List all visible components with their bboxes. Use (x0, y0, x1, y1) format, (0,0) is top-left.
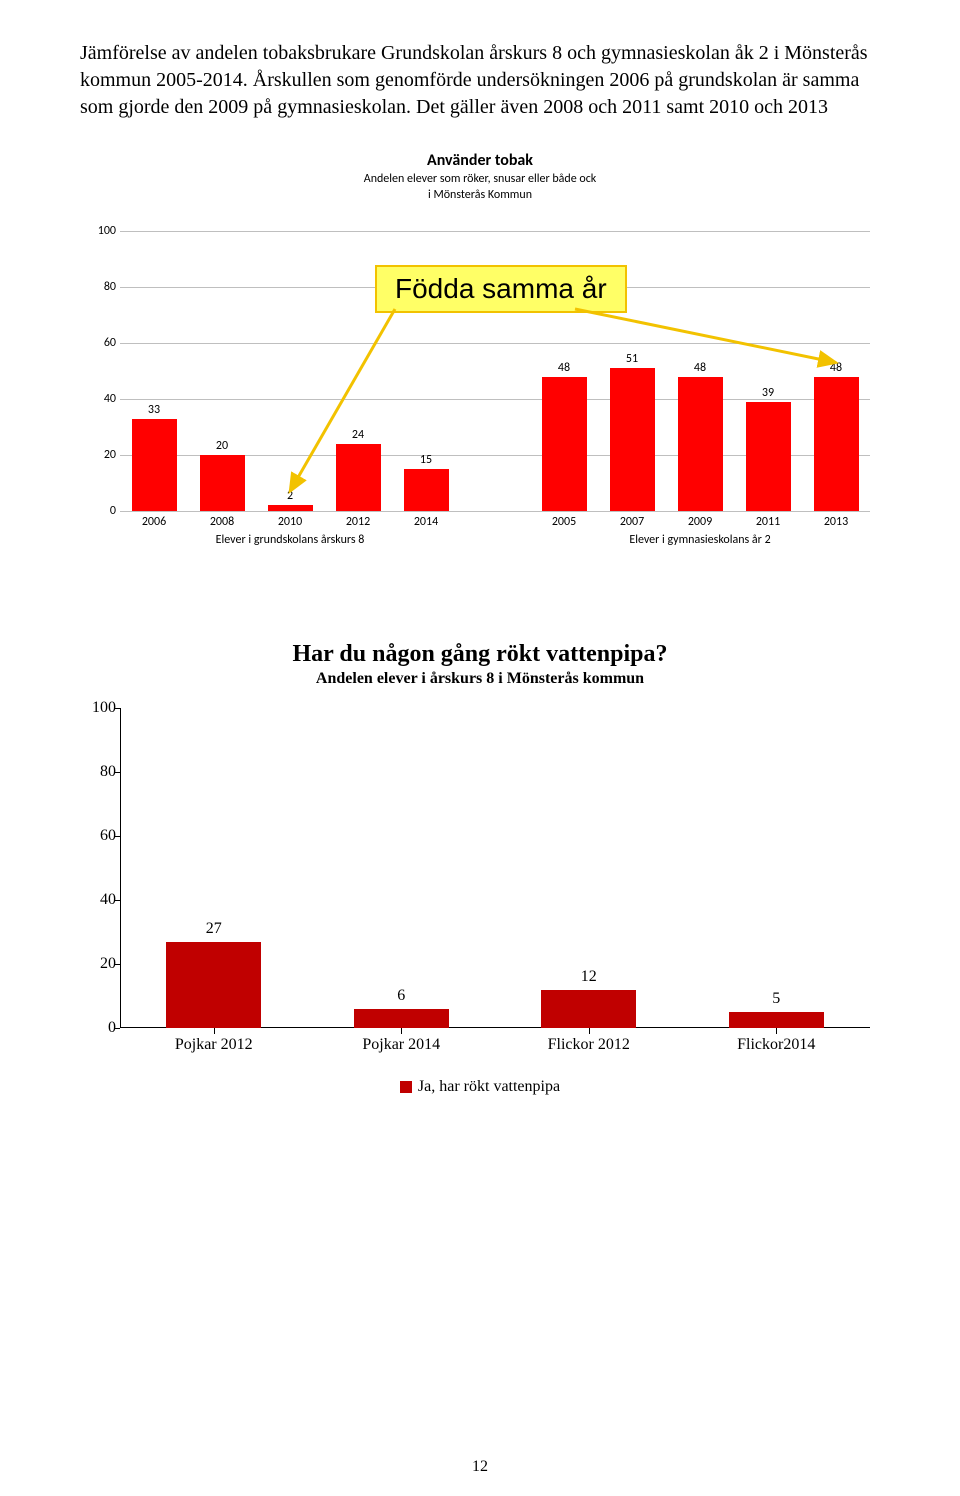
chart1-bar-value: 48 (558, 361, 570, 375)
chart1-bar-value: 24 (352, 428, 364, 442)
chart1-xlabel: 2014 (414, 515, 438, 529)
chart1-bar: 15 (404, 469, 449, 511)
chart1-subtitle-2: i Mönsterås Kommun (80, 188, 880, 202)
chart2-ylabel: 100 (90, 699, 116, 717)
chart1-ylabel: 100 (90, 224, 116, 238)
chart2-xlabel: Pojkar 2012 (175, 1036, 253, 1054)
chart1-ylabel: 0 (90, 504, 116, 518)
chart1-gridline (120, 511, 870, 512)
chart1-bar: 48 (542, 377, 587, 511)
chart1-subtitle-1: Andelen elever som röker, snusar eller b… (80, 172, 880, 186)
chart2-bar: 12 (541, 990, 636, 1028)
vattenpipa-chart: Har du någon gång rökt vattenpipa? Andel… (80, 641, 880, 1096)
chart1-group-label: Elever i grundskolans årskurs 8 (216, 533, 365, 547)
chart2-bar: 5 (729, 1012, 824, 1028)
chart1-ylabel: 80 (90, 280, 116, 294)
chart1-gridline (120, 231, 870, 232)
chart2-ytick (114, 1028, 120, 1029)
intro-paragraph: Jämförelse av andelen tobaksbrukare Grun… (80, 40, 880, 121)
chart2-ylabel: 20 (90, 955, 116, 973)
chart2-legend: Ja, har rökt vattenpipa (80, 1078, 880, 1096)
chart2-ylabel: 60 (90, 827, 116, 845)
chart1-bar: 20 (200, 455, 245, 511)
chart1-xlabel: 2008 (210, 515, 234, 529)
chart1-ylabel: 60 (90, 336, 116, 350)
chart1-gridline (120, 343, 870, 344)
chart1-bar: 48 (678, 377, 723, 511)
chart2-xtick (776, 1028, 777, 1034)
chart2-bar-value: 27 (206, 920, 222, 938)
chart1-bar-value: 20 (216, 439, 228, 453)
chart2-bar: 27 (166, 942, 261, 1028)
chart2-bar-value: 6 (397, 987, 405, 1005)
chart2-title: Har du någon gång rökt vattenpipa? (80, 641, 880, 668)
callout-fodda-samma-ar: Födda samma år (375, 265, 627, 313)
chart2-ylabel: 40 (90, 891, 116, 909)
chart1-bar: 33 (132, 419, 177, 511)
chart2-xlabel: Flickor2014 (737, 1036, 815, 1054)
chart2-bar-value: 12 (581, 968, 597, 986)
chart1-xlabel: 2010 (278, 515, 302, 529)
chart1-title: Använder tobak (80, 151, 880, 170)
chart1-bar: 39 (746, 402, 791, 511)
chart1-xlabel: 2012 (346, 515, 370, 529)
chart1-plot-area: 0204060801003320062020082201024201215201… (120, 231, 870, 511)
chart2-xlabel: Flickor 2012 (548, 1036, 630, 1054)
chart2-xtick (401, 1028, 402, 1034)
page-number: 12 (472, 1458, 488, 1476)
chart1-bar-value: 48 (694, 361, 706, 375)
chart2-bar: 6 (354, 1009, 449, 1028)
chart1-xlabel: 2007 (620, 515, 644, 529)
chart1-ylabel: 40 (90, 392, 116, 406)
chart1-xlabel: 2013 (824, 515, 848, 529)
chart2-bar-value: 5 (772, 990, 780, 1008)
chart1-group-label: Elever i gymnasieskolans år 2 (629, 533, 770, 547)
chart1-ylabel: 20 (90, 448, 116, 462)
chart1-bar-value: 15 (420, 453, 432, 467)
chart1-bar-value: 2 (287, 489, 293, 503)
chart2-plot-area: 02040608010027Pojkar 20126Pojkar 201412F… (120, 708, 870, 1028)
chart1-xlabel: 2011 (756, 515, 780, 529)
chart1-bar-value: 33 (148, 403, 160, 417)
chart2-ylabel: 0 (90, 1019, 116, 1037)
legend-swatch (400, 1081, 412, 1093)
chart1-bar-value: 51 (626, 352, 638, 366)
chart2-yaxis (120, 708, 121, 1028)
chart2-xtick (214, 1028, 215, 1034)
chart2-xtick (589, 1028, 590, 1034)
chart1-gridline (120, 399, 870, 400)
chart1-xlabel: 2005 (552, 515, 576, 529)
chart1-xlabel: 2009 (688, 515, 712, 529)
chart1-bar: 2 (268, 505, 313, 511)
chart2-subtitle: Andelen elever i årskurs 8 i Mönsterås k… (80, 670, 880, 688)
chart1-bar: 24 (336, 444, 381, 511)
chart2-xlabel: Pojkar 2014 (362, 1036, 440, 1054)
chart1-xlabel: 2006 (142, 515, 166, 529)
chart1-bar-value: 39 (762, 386, 774, 400)
legend-label: Ja, har rökt vattenpipa (418, 1078, 560, 1095)
chart1-bar: 51 (610, 368, 655, 511)
chart1-bar-value: 48 (830, 361, 842, 375)
chart1-bar: 48 (814, 377, 859, 511)
chart2-ylabel: 80 (90, 763, 116, 781)
tobacco-chart: Använder tobak Andelen elever som röker,… (80, 151, 880, 571)
